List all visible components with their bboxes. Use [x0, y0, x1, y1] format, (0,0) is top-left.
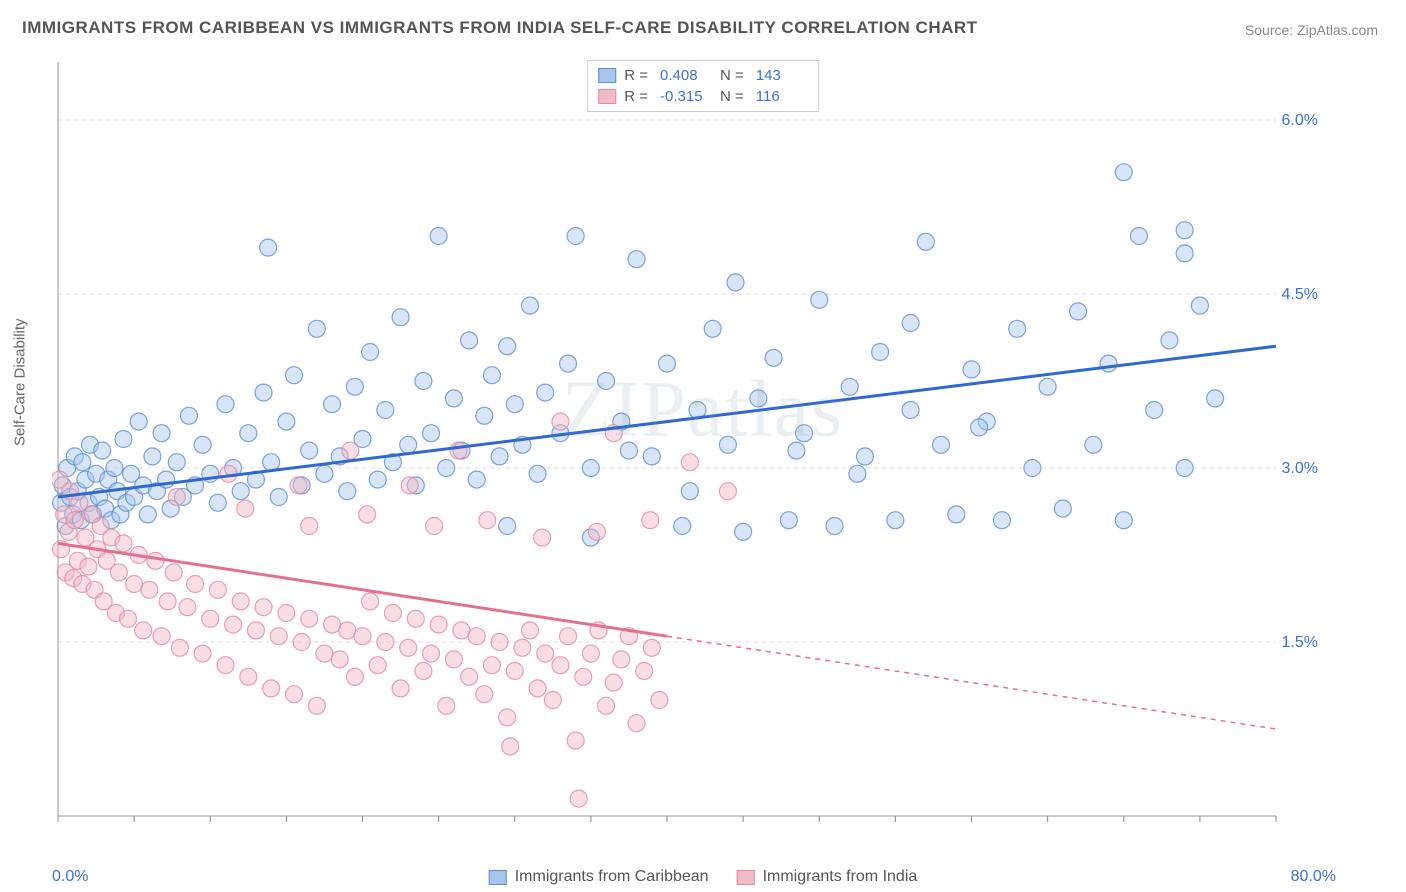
legend-label: Immigrants from India: [763, 868, 918, 886]
svg-text:4.5%: 4.5%: [1282, 286, 1318, 303]
svg-text:6.0%: 6.0%: [1282, 112, 1318, 129]
legend-n-value: 143: [756, 67, 808, 84]
scatter-plot: 1.5% 3.0% 4.5% 6.0%: [52, 56, 1336, 852]
legend-row-caribbean: R = 0.408 N = 143: [598, 65, 808, 86]
legend-r-label: R =: [624, 67, 648, 84]
svg-text:3.0%: 3.0%: [1282, 460, 1318, 477]
legend-r-value: -0.315: [660, 88, 712, 105]
legend-item-india: Immigrants from India: [737, 868, 918, 886]
svg-text:1.5%: 1.5%: [1282, 634, 1318, 651]
legend-n-label: N =: [720, 67, 744, 84]
swatch-icon: [489, 870, 507, 885]
legend-n-label: N =: [720, 88, 744, 105]
legend-n-value: 116: [756, 88, 808, 105]
correlation-legend: R = 0.408 N = 143 R = -0.315 N = 116: [587, 60, 819, 112]
swatch-icon: [737, 870, 755, 885]
x-axis-min: 0.0%: [52, 868, 88, 886]
source-attribution: Source: ZipAtlas.com: [1245, 22, 1378, 38]
series-legend: Immigrants from Caribbean Immigrants fro…: [489, 868, 918, 886]
legend-row-india: R = -0.315 N = 116: [598, 86, 808, 107]
legend-r-value: 0.408: [660, 67, 712, 84]
legend-label: Immigrants from Caribbean: [515, 868, 709, 886]
y-axis-label: Self-Care Disability: [12, 318, 29, 446]
x-axis-max: 80.0%: [1291, 868, 1336, 886]
swatch-icon: [598, 89, 616, 104]
swatch-icon: [598, 68, 616, 83]
legend-r-label: R =: [624, 88, 648, 105]
legend-item-caribbean: Immigrants from Caribbean: [489, 868, 709, 886]
chart-title: IMMIGRANTS FROM CARIBBEAN VS IMMIGRANTS …: [22, 18, 978, 38]
